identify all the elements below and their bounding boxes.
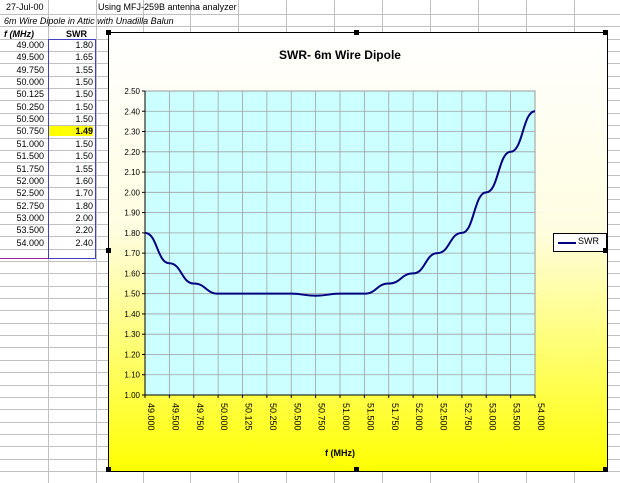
date-cell[interactable]: 27-Jul-00 [6, 2, 44, 12]
freq-cell[interactable]: 50.125 [16, 89, 44, 100]
swr-cell[interactable]: 1.55 [75, 64, 93, 75]
y-tick-label: 1.70 [124, 249, 140, 258]
swr-cell[interactable]: 2.00 [75, 212, 93, 223]
legend-line-swatch [558, 242, 576, 244]
freq-cell[interactable]: 53.500 [16, 225, 44, 236]
y-tick-label: 1.30 [124, 330, 140, 339]
resize-handle-tl[interactable] [106, 30, 111, 35]
y-tick-label: 1.10 [124, 371, 140, 380]
resize-handle-bc[interactable] [354, 467, 359, 472]
freq-header[interactable]: f (MHz) [4, 29, 34, 39]
swr-cell[interactable]: 1.80 [75, 40, 93, 50]
y-tick-label: 1.20 [124, 350, 140, 359]
swr-cell[interactable]: 1.50 [75, 114, 93, 125]
swr-cell[interactable]: 2.20 [75, 225, 93, 236]
freq-cell[interactable]: 49.500 [16, 52, 44, 63]
swr-cell[interactable]: 1.80 [75, 200, 93, 211]
resize-handle-br[interactable] [603, 467, 608, 472]
x-tick-label: 49.500 [170, 403, 180, 431]
freq-cell[interactable]: 51.000 [16, 138, 44, 149]
x-tick-label: 50.750 [317, 403, 327, 431]
freq-cell[interactable]: 53.000 [16, 212, 44, 223]
swr-cell[interactable]: 1.60 [75, 175, 93, 186]
freq-cell[interactable]: 49.750 [16, 64, 44, 75]
resize-handle-tc[interactable] [354, 30, 359, 35]
swr-chart: SWR- 6m Wire Dipole 1.00 1.10 1.20 1.30 1.40 1… [124, 48, 546, 458]
x-tick-label: 52.000 [414, 403, 424, 431]
y-tick-label: 2.40 [124, 107, 140, 116]
chart-legend[interactable]: SWR [553, 233, 607, 252]
subtitle-cell[interactable]: 6m Wire Dipole in Attic with Unadilla Ba… [4, 16, 174, 26]
swr-cell[interactable]: 1.50 [75, 138, 93, 149]
x-tick-label: 51.750 [390, 403, 400, 431]
x-tick-label: 51.000 [341, 403, 351, 431]
freq-cell[interactable]: 52.750 [16, 200, 44, 211]
x-tick-label: 52.500 [439, 403, 449, 431]
y-tick-label: 2.00 [124, 188, 140, 197]
chart-title: SWR- 6m Wire Dipole [279, 48, 401, 62]
y-tick-label: 1.90 [124, 209, 140, 218]
freq-cell[interactable]: 52.500 [16, 188, 44, 199]
freq-cell[interactable]: 50.000 [16, 77, 44, 88]
swr-cell[interactable]: 1.55 [75, 163, 93, 174]
x-tick-label: 54.000 [536, 403, 546, 431]
note-cell[interactable]: Using MFJ-259B antenna analyzer [98, 2, 237, 12]
x-tick-label: 50.250 [268, 403, 278, 431]
freq-cell[interactable]: 54.000 [16, 237, 44, 248]
freq-cell[interactable]: 50.500 [16, 114, 44, 125]
x-tick-label: 51.500 [365, 403, 375, 431]
resize-handle-tr[interactable] [603, 30, 608, 35]
x-tick-label: 53.000 [487, 403, 497, 431]
y-tick-label: 1.40 [124, 310, 140, 319]
x-tick-label: 52.750 [463, 403, 473, 431]
swr-cell[interactable]: 2.40 [75, 237, 93, 248]
x-tick-label: 50.000 [219, 403, 229, 431]
y-tick-label: 1.00 [124, 391, 140, 400]
freq-cell[interactable]: 51.750 [16, 163, 44, 174]
resize-handle-ml[interactable] [106, 248, 111, 253]
x-tick-label: 49.750 [195, 403, 205, 431]
y-tick-label: 2.30 [124, 128, 140, 137]
swr-cell[interactable]: 1.50 [75, 89, 93, 100]
x-tick-label: 50.500 [292, 403, 302, 431]
y-tick-label: 2.20 [124, 148, 140, 157]
freq-cell[interactable]: 50.250 [16, 101, 44, 112]
swr-cell[interactable]: 1.49 [49, 126, 93, 137]
swr-cell[interactable]: 1.50 [75, 101, 93, 112]
freq-cell[interactable]: 49.000 [16, 40, 44, 50]
legend-label-swr: SWR [578, 236, 599, 246]
swr-cell[interactable]: 1.70 [75, 188, 93, 199]
swr-cell[interactable]: 1.50 [75, 77, 93, 88]
chart-area[interactable]: SWR- 6m Wire Dipole 1.00 1.10 1.20 1.30 1.40 1… [108, 32, 608, 472]
freq-cell[interactable]: 52.000 [16, 175, 44, 186]
y-tick-label: 1.50 [124, 290, 140, 299]
swr-cell[interactable]: 1.65 [75, 52, 93, 63]
series-line-swr[interactable] [144, 110, 536, 297]
swr-header[interactable]: SWR [66, 29, 87, 39]
y-tick-label: 1.80 [124, 229, 140, 238]
y-tick-label: 1.60 [124, 269, 140, 278]
resize-handle-bl[interactable] [106, 467, 111, 472]
swr-cell[interactable]: 1.50 [75, 151, 93, 162]
freq-cell[interactable]: 51.500 [16, 151, 44, 162]
freq-cell[interactable]: 50.750 [16, 126, 44, 137]
x-tick-label: 53.500 [512, 403, 522, 431]
y-tick-label: 2.50 [124, 87, 140, 96]
x-tick-label: 50.125 [244, 403, 254, 431]
x-axis-label: f (MHz) [325, 448, 355, 458]
y-tick-label: 2.10 [124, 168, 140, 177]
x-tick-label: 49.000 [146, 403, 156, 431]
resize-handle-mr[interactable] [603, 248, 608, 253]
